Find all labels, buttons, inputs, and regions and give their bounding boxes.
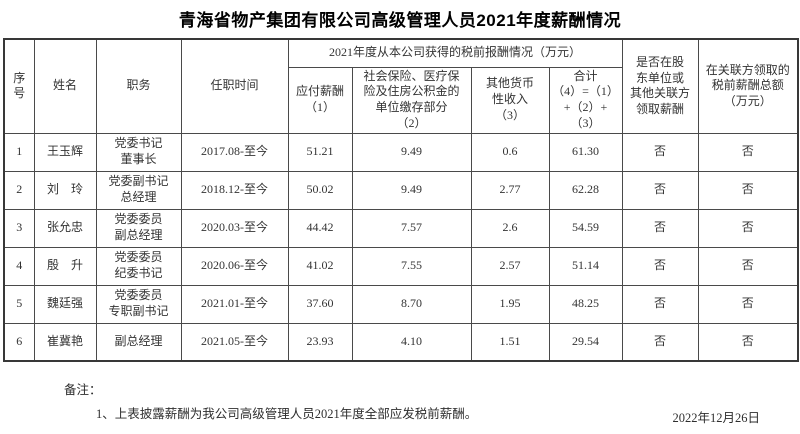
header-position: 职务	[95, 38, 182, 134]
table-cell: 0.6	[470, 132, 550, 172]
table-cell: 2017.08-至今	[180, 132, 289, 172]
table-cell: 1.95	[470, 284, 550, 324]
table-cell: 否	[621, 208, 699, 248]
table-cell: 否	[621, 170, 699, 210]
table-cell: 否	[697, 170, 799, 210]
table-cell: 23.93	[287, 322, 353, 362]
table-cell: 1	[3, 132, 35, 172]
notes-label: 备注：	[64, 383, 102, 398]
table-cell: 刘 玲	[33, 170, 97, 210]
table-cell: 6	[3, 322, 35, 362]
header-other-income: 其他货币 性收入 （3）	[470, 66, 550, 134]
table-cell: 2018.12-至今	[180, 170, 289, 210]
table-cell: 5	[3, 284, 35, 324]
table-cell: 副总经理	[95, 322, 182, 362]
table-cell: 崔冀艳	[33, 322, 97, 362]
table-cell: 7.57	[351, 208, 472, 248]
table-cell: 2021.05-至今	[180, 322, 289, 362]
header-row-group: 序 号 姓名 职务 任职时间 2021年度从本公司获得的税前报酬情况（万元） 是…	[3, 38, 799, 134]
table-cell: 44.42	[287, 208, 353, 248]
table-cell: 2020.06-至今	[180, 246, 289, 286]
header-total: 合计 （4）=（1） +（2）+ （3）	[548, 66, 623, 134]
table-cell: 2.77	[470, 170, 550, 210]
table-header: 序 号 姓名 职务 任职时间 2021年度从本公司获得的税前报酬情况（万元） 是…	[3, 38, 799, 134]
table-cell: 62.28	[548, 170, 623, 210]
table-cell: 党委委员 纪委书记	[95, 246, 182, 286]
table-cell: 否	[621, 322, 699, 362]
table-cell: 否	[621, 246, 699, 286]
header-social-insurance: 社会保险、医疗保 险及住房公积金的 单位缴存部分 （2）	[351, 66, 472, 134]
table-cell: 2.57	[470, 246, 550, 286]
header-row-sub: 应付薪酬 （1） 社会保险、医疗保 险及住房公积金的 单位缴存部分 （2） 其他…	[4, 66, 798, 134]
table-cell: 党委委员 专职副书记	[95, 284, 182, 324]
header-related-party-flag: 是否在股 东单位或 其他关联方 领取薪酬	[621, 38, 699, 134]
table-cell: 2.6	[470, 208, 550, 248]
table-cell: 王玉辉	[33, 132, 97, 172]
table-cell: 9.49	[351, 132, 472, 172]
table-cell: 9.49	[351, 170, 472, 210]
notes-item: 1、上表披露薪酬为我公司高级管理人员2021年度全部应发税前薪酬。	[96, 407, 478, 422]
table-cell: 否	[697, 132, 799, 172]
table-cell: 61.30	[548, 132, 623, 172]
table-cell: 2020.03-至今	[180, 208, 289, 248]
table-cell: 否	[697, 208, 799, 248]
table-cell: 41.02	[287, 246, 353, 286]
header-name: 姓名	[33, 38, 97, 134]
table-row: 1 王玉辉 党委书记 董事长 2017.08-至今 51.21 9.49 0.6 61.30 否…	[3, 132, 799, 172]
table-cell: 张允忠	[33, 208, 97, 248]
table-cell: 3	[3, 208, 35, 248]
table-row: 3 张允忠 党委委员 副总经理 2020.03-至今 44.42 7.57 2.6 54.59…	[3, 208, 799, 248]
header-payable-salary: 应付薪酬 （1）	[287, 66, 353, 134]
table-cell: 否	[697, 246, 799, 286]
table-cell: 2021.01-至今	[180, 284, 289, 324]
table-cell: 否	[697, 322, 799, 362]
table-cell: 37.60	[287, 284, 353, 324]
page-title: 青海省物产集团有限公司高级管理人员2021年度薪酬情况	[178, 11, 622, 30]
table-cell: 51.21	[287, 132, 353, 172]
table-cell: 否	[621, 284, 699, 324]
table-cell: 7.55	[351, 246, 472, 286]
table-cell: 党委委员 副总经理	[95, 208, 182, 248]
table-cell: 党委副书记 总经理	[95, 170, 182, 210]
salary-table: 序 号 姓名 职务 任职时间 2021年度从本公司获得的税前报酬情况（万元） 是…	[3, 38, 800, 363]
table-cell: 4	[3, 246, 35, 286]
table-cell: 殷 升	[33, 246, 97, 286]
header-seq: 序 号	[3, 38, 35, 134]
table-cell: 魏廷强	[33, 284, 97, 324]
document-date: 2022年12月26日	[672, 411, 760, 425]
header-group-pretax: 2021年度从本公司获得的税前报酬情况（万元）	[287, 38, 623, 68]
table-cell: 4.10	[351, 322, 472, 362]
table-cell: 党委书记 董事长	[95, 132, 182, 172]
table-cell: 1.51	[470, 322, 550, 362]
table-cell: 51.14	[548, 246, 623, 286]
table-cell: 8.70	[351, 284, 472, 324]
header-tenure: 任职时间	[180, 38, 289, 134]
table-cell: 2	[3, 170, 35, 210]
table-cell: 48.25	[548, 284, 623, 324]
table-body: 1 王玉辉 党委书记 董事长 2017.08-至今 51.21 9.49 0.6 61.30 否…	[3, 132, 799, 362]
table-row: 5 魏廷强 党委委员 专职副书记 2021.01-至今 37.60 8.70 1.95 48.…	[3, 284, 799, 324]
table-cell: 否	[697, 284, 799, 324]
table-cell: 50.02	[287, 170, 353, 210]
header-related-party-amount: 在关联方领取的 税前薪酬总额 （万元）	[697, 38, 799, 134]
table-cell: 29.54	[548, 322, 623, 362]
table-cell: 否	[621, 132, 699, 172]
notes-section: 备注： 1、上表披露薪酬为我公司高级管理人员2021年度全部应发税前薪酬。	[0, 379, 800, 422]
table-cell: 54.59	[548, 208, 623, 248]
table-row: 6 崔冀艳 副总经理 2021.05-至今 23.93 4.10 1.51 29.54 否否	[3, 322, 799, 362]
